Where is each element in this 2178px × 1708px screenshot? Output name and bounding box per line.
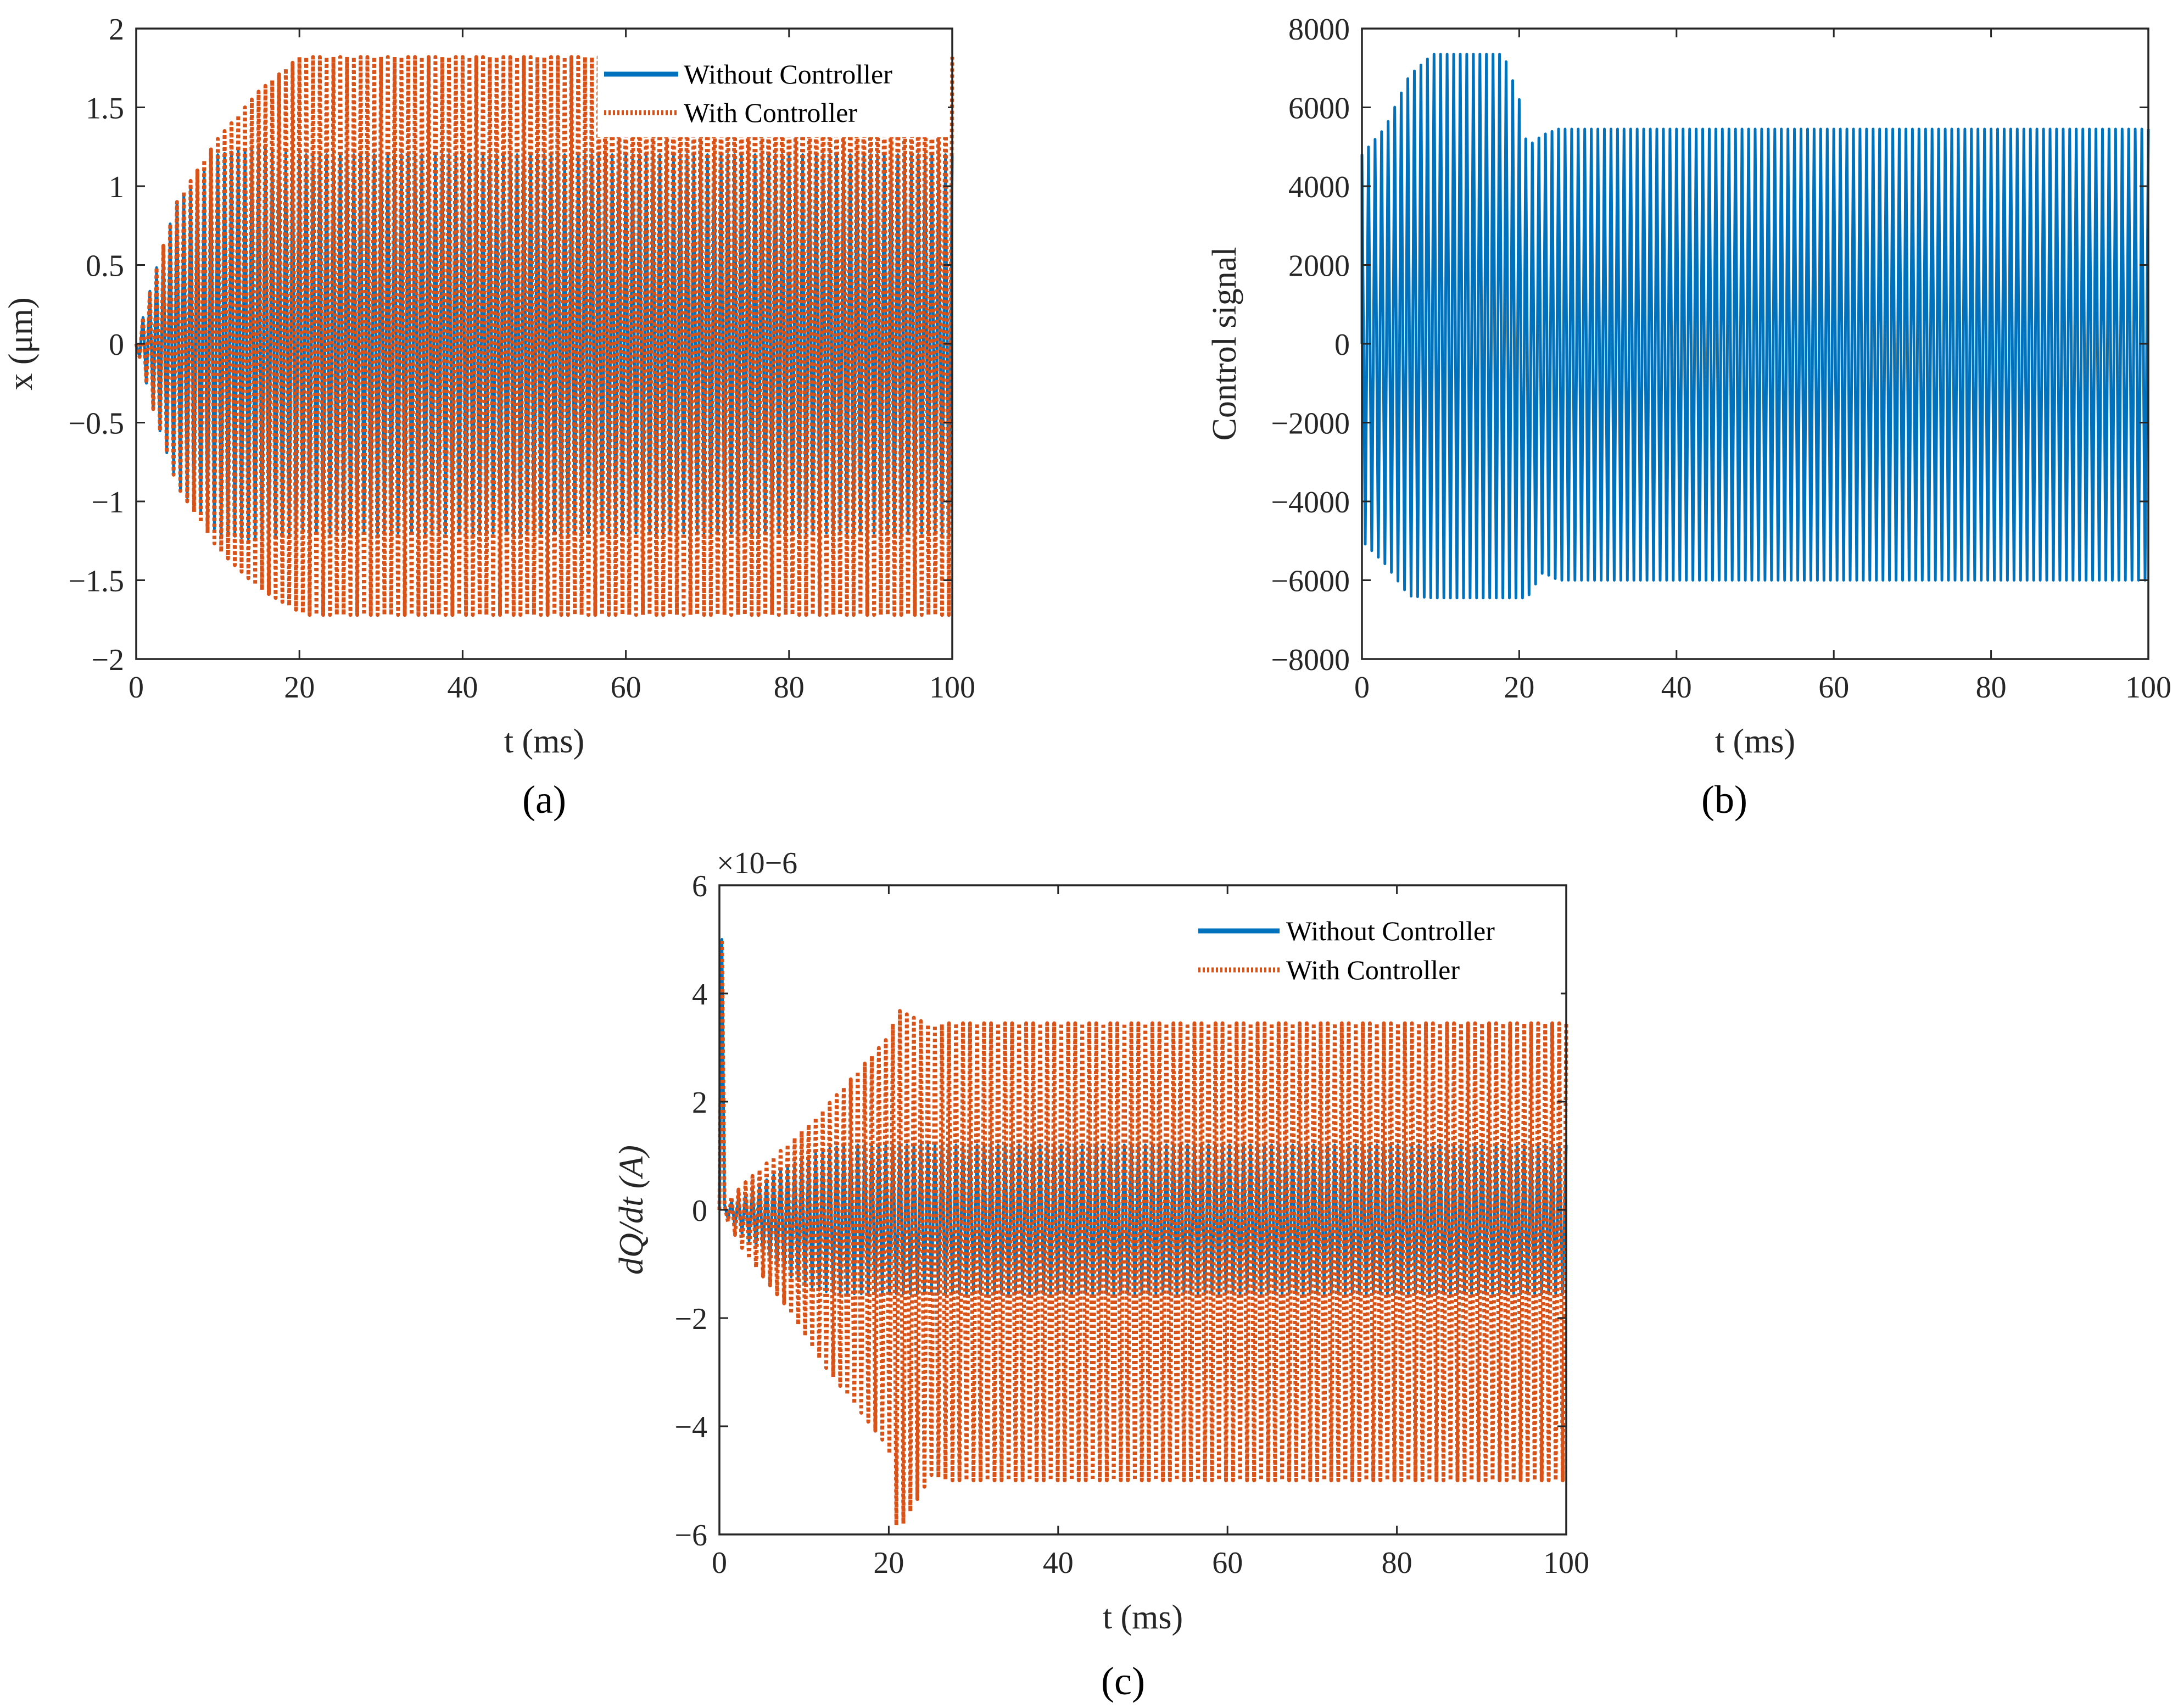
xlabel-c: t (ms) (1103, 1599, 1183, 1636)
ytick-label-a: 1.5 (86, 92, 124, 126)
xtick-label-c: 0 (712, 1546, 727, 1580)
ylabel-a: x (μm) (2, 297, 40, 390)
axes-a-ticks: 0 20 40 60 80 100 −2 −1.5 −1 −0.5 0 0.5 1 1.5 2 (68, 13, 975, 705)
plot-c-series (717, 937, 1568, 1527)
ytick-label-c: 2 (692, 1086, 707, 1120)
ytick-label-b: −6000 (1271, 565, 1350, 599)
panel-label-c: (c) (1101, 1659, 1145, 1703)
axes-c-ticks: 0 20 40 60 80 100 −6 −4 −2 0 2 4 6 (674, 869, 1589, 1580)
xtick-label-a: 100 (929, 671, 975, 705)
legend-c-box (1192, 909, 1561, 997)
ytick-label-a: −1.5 (68, 565, 124, 599)
series-a-with-controller (134, 55, 954, 617)
series-b-line-0 (1360, 53, 2150, 600)
panel-b: 0 20 40 60 80 100 −8000 −6000 −4000 −2000 0 2000 400… (1206, 13, 2171, 822)
ytick-label-b: −8000 (1271, 643, 1350, 677)
legend-c-label-without: Without Controller (1286, 916, 1495, 946)
panel-label-b: (b) (1701, 778, 1747, 822)
ytick-label-b: −2000 (1271, 407, 1350, 441)
xtick-label-c: 20 (873, 1546, 904, 1580)
xtick-label-b: 60 (1818, 671, 1849, 705)
ytick-label-b: 0 (1334, 328, 1350, 362)
ylabel-b: Control signal (1206, 247, 1243, 440)
legend-c: Without Controller With Controller (1192, 909, 1561, 997)
xtick-label-b: 40 (1661, 671, 1692, 705)
ylabel-c: dQ/dt (A) (613, 1145, 650, 1275)
ytick-label-b: 6000 (1288, 92, 1350, 126)
ytick-label-a: 0.5 (86, 249, 124, 283)
ytick-label-a: −1 (91, 485, 124, 520)
plot-b-series (1360, 53, 2150, 600)
panel-label-a: (a) (522, 778, 566, 822)
xtick-label-c: 60 (1212, 1546, 1243, 1580)
panel-a: 0 20 40 60 80 100 −2 −1.5 −1 −0.5 0 0.5 1 1.5 2 t (ms)… (2, 13, 975, 822)
ytick-label-c: 4 (692, 978, 707, 1012)
legend-c-label-with: With Controller (1286, 955, 1460, 985)
xtick-label-b: 20 (1504, 671, 1534, 705)
xtick-label-b: 80 (1976, 671, 2007, 705)
legend-a-label-with: With Controller (684, 97, 857, 128)
panel-c: 0 20 40 60 80 100 −6 −4 −2 0 2 4 6 ×10−6 t (ms) dQ/d… (613, 846, 1589, 1703)
legend-a: Without Controller With Controller (597, 49, 948, 137)
xlabel-a: t (ms) (504, 723, 584, 760)
ytick-label-c: −4 (674, 1410, 707, 1444)
ytick-label-c: 6 (692, 869, 707, 903)
xtick-label-a: 60 (611, 671, 641, 705)
xtick-label-b: 100 (2125, 671, 2171, 705)
xtick-label-a: 0 (129, 671, 144, 705)
ytick-label-b: 8000 (1288, 13, 1350, 47)
ytick-label-c: −6 (674, 1519, 707, 1553)
ytick-label-c: 0 (692, 1194, 707, 1228)
ytick-label-b: 2000 (1288, 249, 1350, 283)
xlabel-b: t (ms) (1715, 723, 1795, 760)
exponent-label-c: ×10−6 (717, 846, 797, 880)
ytick-label-a: 1 (109, 170, 124, 204)
ytick-label-b: −4000 (1271, 485, 1350, 520)
xtick-label-a: 20 (284, 671, 315, 705)
ytick-label-a: 0 (109, 328, 124, 362)
xtick-label-a: 80 (774, 671, 805, 705)
xtick-label-b: 0 (1354, 671, 1370, 705)
xtick-label-c: 80 (1382, 1546, 1412, 1580)
plot-a-series (134, 55, 954, 617)
xtick-label-a: 40 (447, 671, 478, 705)
legend-a-box (597, 49, 948, 137)
ytick-label-a: 2 (109, 13, 124, 47)
ytick-label-b: 4000 (1288, 170, 1350, 204)
ytick-label-a: −0.5 (68, 407, 124, 441)
ytick-label-c: −2 (674, 1302, 707, 1336)
xtick-label-c: 100 (1543, 1546, 1589, 1580)
series-c-with-controller (717, 937, 1568, 1527)
axes-b-ticks: 0 20 40 60 80 100 −8000 −6000 −4000 −2000 0 2000 400… (1271, 13, 2171, 705)
ytick-label-a: −2 (91, 643, 124, 677)
xtick-label-c: 40 (1043, 1546, 1074, 1580)
legend-a-label-without: Without Controller (684, 59, 892, 90)
